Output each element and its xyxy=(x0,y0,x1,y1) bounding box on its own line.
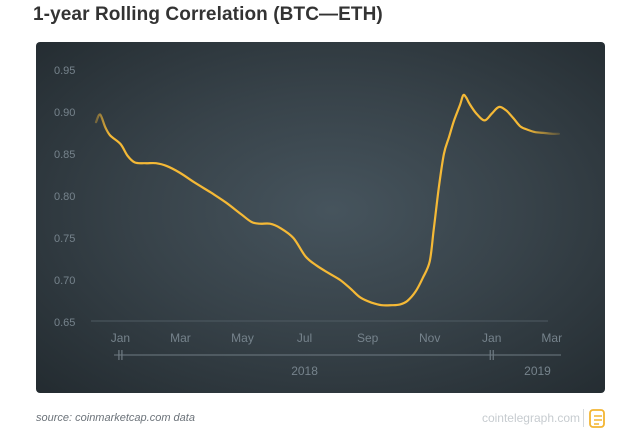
source-note: source: coinmarketcap.com data xyxy=(36,412,195,424)
timeline-navigator[interactable]: 2018 2019 xyxy=(114,350,561,378)
y-tick-label: 0.65 xyxy=(54,317,75,329)
series-line xyxy=(94,93,560,307)
x-tick-label: Mar xyxy=(541,331,562,345)
brand-divider xyxy=(583,409,584,427)
chart-svg: 0.95 0.90 0.85 0.80 0.75 0.70 0.65 Jan Mar May Ju… xyxy=(54,65,562,378)
x-axis: Jan Mar May Jul Sep Nov Jan Mar xyxy=(111,331,562,345)
y-tick-label: 0.90 xyxy=(54,107,75,119)
y-axis: 0.95 0.90 0.85 0.80 0.75 0.70 0.65 xyxy=(54,65,75,329)
x-tick-label: Sep xyxy=(357,331,379,345)
brand-text[interactable]: cointelegraph.com xyxy=(481,411,580,425)
chart-panel: 0.95 0.90 0.85 0.80 0.75 0.70 0.65 Jan Mar May Ju… xyxy=(36,42,605,393)
timeline-year-label: 2018 xyxy=(291,364,318,378)
x-tick-label: Jul xyxy=(297,331,312,345)
timeline-handle-left[interactable] xyxy=(118,350,123,360)
y-tick-label: 0.70 xyxy=(54,275,75,287)
chart-title: 1-year Rolling Correlation (BTC—ETH) xyxy=(33,4,383,25)
x-tick-label: May xyxy=(231,331,254,345)
cointelegraph-logo-icon[interactable] xyxy=(588,408,608,430)
x-tick-label: Mar xyxy=(170,331,191,345)
y-tick-label: 0.75 xyxy=(54,233,75,245)
x-tick-label: Jan xyxy=(482,331,501,345)
timeline-handle-right[interactable] xyxy=(489,350,494,360)
y-tick-label: 0.85 xyxy=(54,149,75,161)
x-tick-label: Jan xyxy=(111,331,130,345)
y-tick-label: 0.95 xyxy=(54,65,75,77)
y-tick-label: 0.80 xyxy=(54,191,75,203)
x-tick-label: Nov xyxy=(419,331,440,345)
timeline-year-label: 2019 xyxy=(524,364,551,378)
series-layer xyxy=(94,93,560,307)
